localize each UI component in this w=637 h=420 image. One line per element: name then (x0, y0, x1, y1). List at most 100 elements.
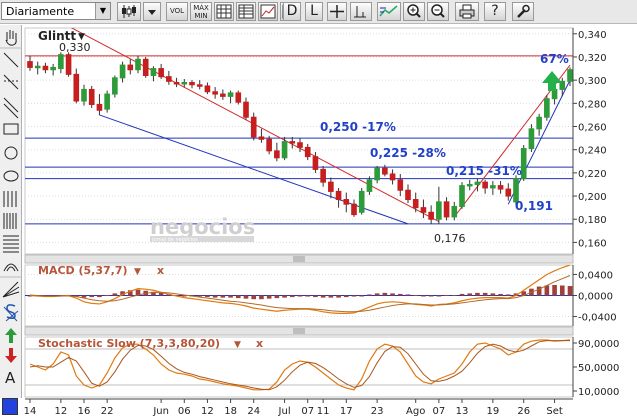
annotation-0250: 0,250 -17% (320, 120, 396, 134)
candle-body (536, 116, 542, 130)
add-line-button[interactable] (350, 2, 372, 21)
candle-body (227, 92, 234, 97)
zoom-out-button[interactable] (427, 2, 449, 21)
period-select[interactable]: Diariamente ▼ (1, 2, 111, 20)
minmax-button[interactable]: MÁX MIN (190, 2, 212, 21)
date-tick-label: Jul (278, 406, 291, 417)
stoch-axis: 90,0000 50,0000 10,0000 (572, 337, 619, 398)
stoch-dropdown-icon[interactable]: ▼ (234, 340, 241, 350)
color-swatch[interactable] (2, 398, 18, 415)
candle-body (382, 167, 388, 175)
candle-body (343, 199, 350, 205)
settings-button[interactable] (512, 2, 534, 21)
help-button[interactable]: ? (484, 2, 506, 21)
chart-area[interactable]: negocios jornal de negócios Glintt ▼ 0,3… (22, 25, 637, 420)
candle-body (204, 85, 211, 93)
macd-histogram-bar (266, 295, 272, 299)
levels-tool-icon[interactable] (3, 235, 19, 253)
ticker-dropdown-icon[interactable]: ▼ (78, 32, 85, 42)
candle-body (127, 64, 134, 71)
macd-histogram-bar (567, 286, 573, 296)
stoch-legend[interactable]: Stochastic Slow (7,3,3,80,20) ▼ x (38, 337, 263, 350)
line-tool-icon[interactable] (3, 52, 19, 68)
trendline-tool-icon[interactable] (3, 74, 19, 90)
candle-body (243, 101, 249, 118)
macd-histogram-bar (552, 284, 557, 296)
candle-body (289, 141, 296, 144)
legend-ticker[interactable]: Glintt ▼ (38, 29, 85, 43)
d-button[interactable]: D (283, 2, 301, 21)
macd-histogram-bar (97, 295, 102, 298)
arrow-down-icon[interactable] (5, 348, 17, 363)
candle-body (81, 88, 87, 102)
candle-body (212, 91, 218, 95)
macd-histogram-bar (289, 295, 295, 298)
fibonacci-tool-icon[interactable] (3, 191, 17, 207)
chart-type-dropdown[interactable] (143, 2, 161, 21)
candle-body (88, 88, 95, 105)
trend-tool-button[interactable] (377, 2, 401, 21)
macd-close-icon[interactable]: x (157, 264, 164, 277)
macd-histogram-bar (343, 295, 349, 298)
candle-body (374, 167, 380, 181)
candle-body (497, 185, 504, 190)
circle-tool-icon[interactable] (4, 146, 18, 160)
hand-tool-icon[interactable] (5, 30, 17, 46)
d-button-label: D (286, 3, 298, 19)
print-button[interactable] (455, 2, 479, 21)
candle-body (50, 66, 56, 71)
stoch-close-icon[interactable]: x (256, 337, 263, 350)
table-button[interactable] (236, 2, 256, 21)
splitter-grip-icon (293, 256, 305, 262)
rectangle-tool-icon[interactable] (3, 123, 19, 135)
date-tick-label: 18 (224, 406, 237, 417)
macd-signal-line (29, 275, 571, 313)
candle-body (405, 189, 411, 201)
channel-tool-icon[interactable] (3, 97, 19, 119)
dollar-tool-icon[interactable] (3, 304, 19, 322)
macd-histogram-bar (413, 294, 419, 296)
macd-line (29, 265, 571, 314)
macd-histogram-bar (482, 292, 488, 296)
macd-histogram-bar (351, 295, 357, 297)
crosshair-button[interactable] (327, 2, 347, 21)
macd-histogram-bar (320, 295, 326, 298)
macd-histogram-bar (367, 294, 372, 296)
date-tick-label: 12 (201, 406, 214, 417)
macd-histogram-bar (397, 293, 403, 296)
candle-body (142, 58, 149, 77)
date-tick-label: 06 (178, 406, 191, 417)
zoom-in-button[interactable] (403, 2, 425, 21)
volume-button-label: VOL (169, 7, 185, 15)
ellipse-tool-icon[interactable] (3, 170, 19, 182)
macd-histogram-bar (421, 295, 426, 297)
date-tick-label: Set (546, 406, 563, 417)
price-tick-label: 0,300 (578, 76, 607, 87)
arc-tool-icon[interactable] (3, 263, 19, 272)
fan-tool-icon[interactable] (2, 281, 20, 298)
candle-body (490, 185, 496, 189)
date-tick-label: 16 (78, 406, 91, 417)
candle-body (250, 116, 257, 138)
macd-histogram-bar (313, 295, 318, 298)
arrow-up-icon[interactable] (5, 328, 17, 343)
date-tick-label: 07 (432, 406, 445, 417)
volume-button[interactable]: VOL (166, 2, 188, 21)
candle-body (443, 201, 450, 218)
text-tool-icon[interactable]: A (5, 369, 16, 387)
macd-histogram-bar (135, 289, 141, 296)
macd-histogram-bar (467, 293, 473, 296)
macd-histogram-bar (235, 295, 241, 299)
macd-dropdown-icon[interactable]: ▼ (134, 267, 141, 277)
l-button[interactable]: L (305, 2, 323, 21)
grid-button[interactable] (214, 2, 234, 21)
zoom-out-icon (431, 4, 445, 18)
macd-histogram-bar (359, 295, 365, 297)
candle-body (150, 68, 157, 77)
candlestick-chart-button[interactable] (117, 2, 141, 21)
indicators-button[interactable] (258, 2, 278, 21)
macd-histogram-bar (459, 293, 465, 296)
table-icon (238, 4, 254, 19)
macd-legend[interactable]: MACD (5,37,7) ▼ x (38, 264, 164, 277)
gann-tool-icon[interactable] (3, 213, 17, 229)
